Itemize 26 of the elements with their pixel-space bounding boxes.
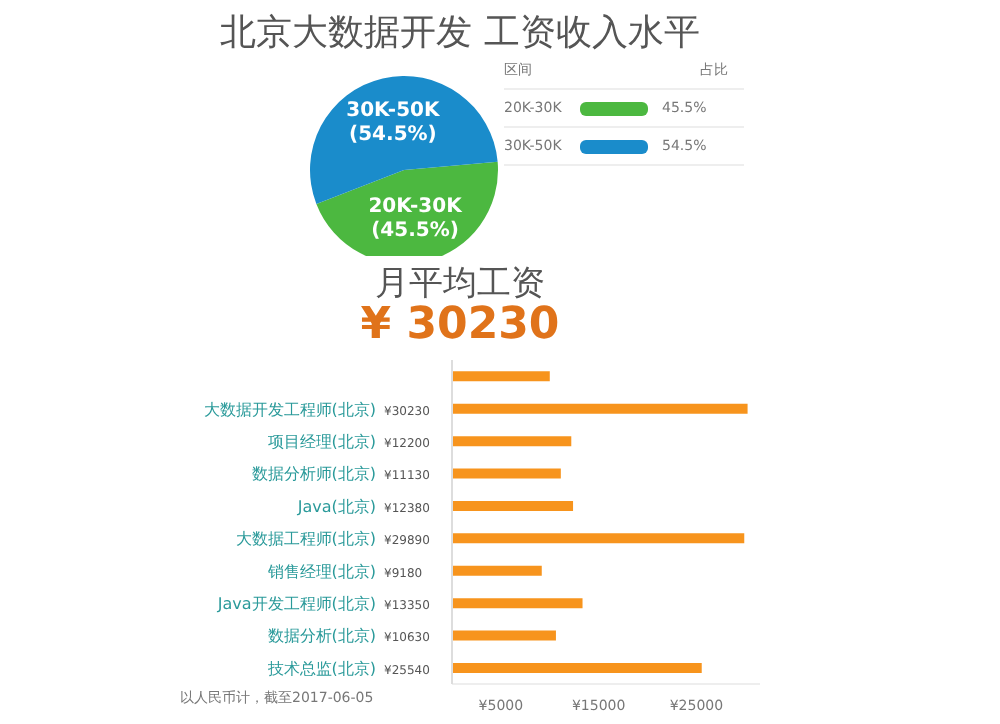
y-tick-label: 数据分析师(北京)	[251, 465, 376, 484]
slice-label: 30K-50K	[346, 100, 443, 123]
bar	[452, 598, 583, 609]
bar	[452, 403, 748, 414]
chart-subtitle: ¥ 30230	[358, 300, 562, 350]
bar	[452, 533, 745, 544]
y-tick-label: 销售经理(北京)	[265, 562, 376, 581]
bar	[452, 468, 561, 479]
y-tick-label: 技术总监(北京)	[265, 659, 376, 678]
chart-title: 北京大数据开发 工资收入水平	[218, 10, 702, 56]
bar	[452, 565, 542, 576]
y-tick-label: 大数据开发工程师(北京)	[203, 400, 376, 419]
bar	[452, 500, 574, 511]
y-tick-label: 大数据工程师(北京)	[235, 530, 376, 549]
data-label: (54.5%)	[349, 124, 437, 147]
bar	[452, 630, 556, 641]
slice-label: 20K-30K	[368, 195, 465, 218]
bar	[452, 662, 702, 673]
bar	[452, 436, 572, 447]
data-label: (45.5%)	[371, 219, 459, 242]
y-tick-label: Java开发工程师(北京)	[215, 595, 376, 613]
y-tick-label: Java(北京)	[295, 497, 376, 516]
bar	[452, 371, 550, 382]
chart-title: 月平均工资	[373, 262, 547, 305]
y-tick-label: 数据分析(北京)	[267, 627, 376, 646]
y-tick-label: 项目经理(北京)	[267, 433, 376, 451]
